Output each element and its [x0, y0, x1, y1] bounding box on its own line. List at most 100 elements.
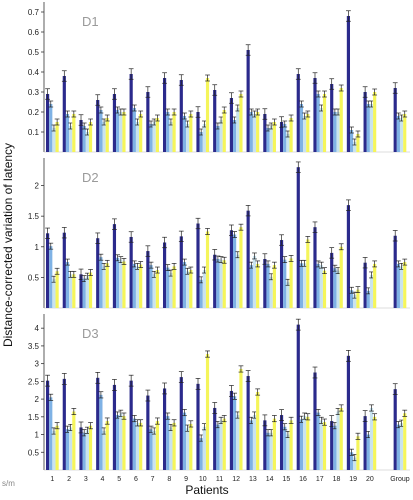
bar	[256, 263, 260, 308]
bar	[213, 90, 217, 152]
x-tick-label: 16	[299, 476, 307, 483]
x-tick-label: 14	[266, 476, 274, 483]
bar	[283, 259, 287, 308]
bar	[149, 429, 153, 470]
bar	[65, 262, 70, 308]
y-tick-label: 3.5	[28, 342, 40, 351]
bar	[393, 88, 397, 152]
bar	[119, 112, 123, 152]
bar	[356, 289, 360, 308]
bar	[393, 389, 397, 470]
bar	[399, 118, 404, 152]
bar	[135, 266, 140, 308]
bar	[330, 84, 334, 152]
bar	[306, 239, 310, 308]
bar	[116, 257, 120, 308]
bar	[339, 407, 343, 470]
bar	[85, 430, 89, 470]
bar	[346, 355, 351, 470]
bar	[72, 411, 76, 470]
bar	[299, 263, 304, 308]
x-tick-label: 15	[282, 476, 290, 483]
bar	[306, 416, 310, 470]
bar	[263, 114, 267, 152]
bar	[279, 122, 284, 152]
bar	[366, 104, 370, 152]
y-tick-label: 0.5	[28, 273, 40, 282]
bar	[99, 257, 103, 308]
bar	[350, 130, 354, 152]
bar	[369, 407, 374, 470]
bar	[172, 112, 176, 152]
bar	[316, 412, 320, 470]
bar	[399, 423, 404, 470]
bar	[146, 92, 150, 152]
bar	[272, 418, 276, 470]
bar	[172, 422, 176, 470]
bar	[213, 254, 217, 308]
bar	[72, 274, 76, 308]
y-tick-label: 0.5	[28, 448, 40, 457]
y-tick-label: 1	[35, 243, 40, 252]
bar	[296, 74, 300, 152]
bar	[169, 427, 173, 470]
bar	[330, 252, 334, 308]
bar	[169, 122, 173, 152]
bar	[279, 415, 284, 470]
bar	[96, 100, 100, 152]
bar	[132, 418, 136, 470]
bar	[219, 120, 223, 152]
bar	[85, 132, 89, 152]
panel-d3: 0.5 1 1.5 2 2.5 3 3.5 4 D3	[28, 314, 410, 471]
bar	[82, 432, 86, 470]
x-tick-label: 7	[151, 476, 155, 483]
bar	[146, 251, 150, 308]
bar	[236, 415, 240, 470]
bar	[263, 420, 267, 470]
panel-d2: 0.5 1 1.5 2 D2	[28, 158, 410, 309]
bar	[199, 132, 203, 152]
bar	[162, 78, 167, 152]
x-tick-label: 6	[134, 476, 138, 483]
unit-label: s/m	[2, 479, 15, 488]
bar	[102, 266, 106, 308]
y-axis-label: Distance-corrected variation of latency	[1, 143, 15, 347]
bar	[55, 122, 59, 152]
x-axis-label: Patients	[185, 483, 228, 497]
bar	[65, 429, 70, 470]
bar	[202, 124, 206, 152]
bar	[219, 420, 223, 470]
bar	[403, 262, 407, 308]
bar	[353, 142, 357, 152]
bar	[333, 112, 337, 152]
bar	[139, 264, 143, 308]
bar	[112, 224, 117, 308]
bar	[266, 128, 270, 152]
bar	[249, 265, 253, 308]
bar	[403, 413, 407, 470]
x-tick-label: 12	[232, 476, 240, 483]
x-tick-label: 9	[184, 476, 188, 483]
bar	[155, 270, 159, 308]
bar	[249, 112, 253, 152]
bar	[336, 411, 340, 470]
panel-d1: 0.1 0.2 0.3 0.4 0.5 0.6 0.7 D1	[28, 2, 410, 153]
bar	[229, 98, 234, 152]
bar	[166, 112, 170, 152]
bar	[102, 122, 106, 152]
bar	[135, 422, 140, 470]
bar	[373, 92, 377, 152]
bar	[152, 431, 156, 470]
bar	[129, 380, 133, 470]
bar	[393, 235, 397, 308]
bar	[169, 273, 173, 308]
bar	[105, 421, 109, 470]
y-tick-label: 0.7	[28, 8, 40, 17]
bar	[199, 279, 203, 308]
y-tick-label: 3	[35, 360, 40, 369]
bar	[179, 80, 183, 152]
bar	[105, 263, 109, 308]
bar	[316, 263, 320, 308]
bar	[399, 266, 404, 308]
bar	[339, 246, 343, 308]
